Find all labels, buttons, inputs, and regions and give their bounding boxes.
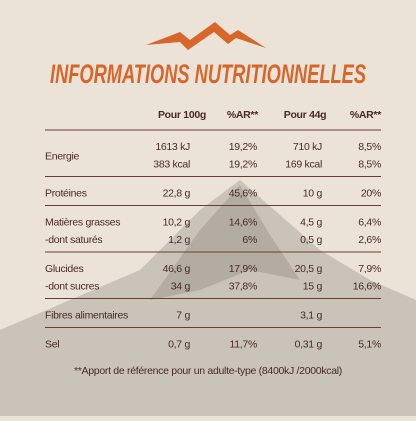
cell: 6,4%: [358, 216, 381, 228]
cell: 6%: [242, 234, 257, 246]
cell: 5,1%: [358, 338, 381, 350]
cell: 0,31 g: [295, 338, 323, 350]
row-label: Energie: [45, 151, 80, 163]
row-label: Glucides: [45, 263, 84, 275]
title: INFORMATIONS NUTRITIONNELLES: [50, 59, 366, 89]
cell: 11,7%: [230, 338, 258, 350]
row-label: -dont sucres: [45, 280, 99, 292]
cell: 1,2 g: [168, 234, 190, 246]
nutrition-table: Pour 100g %AR** Pour 44g %AR** Energie 1613 k…: [45, 109, 383, 350]
cell: 710 kJ: [293, 141, 322, 153]
cell: 10 g: [303, 187, 323, 199]
row-label: Fibres alimentaires: [45, 309, 128, 321]
cell: 20%: [361, 187, 381, 199]
cell: 383 kcal: [153, 158, 190, 170]
cell: 4,5 g: [300, 216, 322, 228]
cell: 8,5%: [358, 141, 381, 153]
column-header: %AR**: [350, 109, 382, 121]
cell: 7,9%: [358, 263, 381, 275]
cell: 10,2 g: [163, 216, 191, 228]
cell: 3,1 g: [300, 309, 322, 321]
cell: 20,5 g: [295, 263, 323, 275]
column-header: Pour 100g: [158, 109, 206, 121]
cell: 16,6%: [353, 280, 381, 292]
cell: 34 g: [171, 280, 191, 292]
cell: 169 kcal: [285, 158, 322, 170]
row-label: Matières grasses: [45, 216, 120, 228]
cell: 0,5 g: [300, 234, 322, 246]
cell: 7 g: [176, 309, 190, 321]
cell: 45,6%: [229, 187, 257, 199]
cell: 17,9%: [229, 263, 257, 275]
cell: 8,5%: [358, 158, 381, 170]
row-label: Protéines: [45, 187, 87, 199]
column-header: %AR**: [227, 109, 259, 121]
logo: [146, 22, 266, 50]
cell: 1613 kJ: [155, 141, 190, 153]
row-label: Sel: [45, 338, 59, 350]
mountain-shade: [150, 185, 300, 300]
cell: 15 g: [303, 280, 323, 292]
cell: 46,6 g: [163, 263, 191, 275]
cell: 0,7 g: [168, 338, 190, 350]
row-label: -dont saturés: [45, 234, 102, 246]
column-header: Pour 44g: [284, 109, 327, 121]
cell: 14,6%: [229, 216, 257, 228]
cell: 19,2%: [229, 158, 257, 170]
cell: 37,8%: [229, 280, 257, 292]
cell: 22,8 g: [163, 187, 191, 199]
cell: 2,6%: [358, 234, 381, 246]
cell: 19,2%: [229, 141, 257, 153]
footnote: **Apport de référence pour un adulte-typ…: [74, 365, 342, 377]
